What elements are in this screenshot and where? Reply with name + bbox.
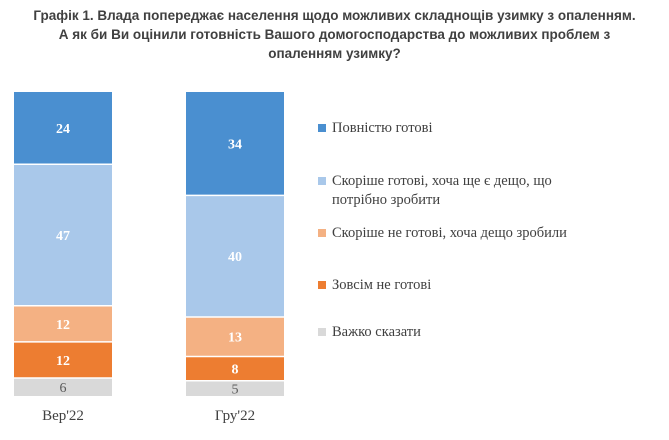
legend-swatch	[318, 281, 326, 289]
legend-label: Скоріше не готові, хоча дещо зробили	[332, 225, 567, 241]
category-tick-label: Гру'22	[215, 408, 255, 424]
data-label: 8	[232, 363, 239, 378]
legend: Повністю готові Скоріше готові, хоча ще є…	[318, 120, 567, 340]
legend-label: Скоріше готові, хоча ще є дещо, що	[332, 173, 552, 189]
category-labels: Вер'22 Гру'22	[42, 408, 255, 424]
legend-label: Важко сказати	[332, 324, 421, 340]
bars-group: 24 47 12 12 6 34 40 13 8 5	[14, 92, 284, 397]
bar-segment	[14, 341, 112, 378]
legend-swatch	[318, 229, 326, 237]
data-label: 34	[228, 138, 242, 153]
bar-segment	[14, 92, 112, 165]
chart-title: Графік 1. Влада попереджає населення щод…	[0, 6, 669, 63]
legend-label: потрібно зробити	[332, 192, 440, 208]
chart-title-line-2: А як би Ви оцінили готовність Вашого дом…	[58, 27, 611, 42]
legend-entry: Скоріше не готові, хоча дещо зробили	[318, 225, 567, 241]
legend-swatch	[318, 328, 326, 336]
data-label: 12	[56, 354, 70, 369]
bar-segment	[186, 356, 284, 381]
legend-entry: Повністю готові	[318, 120, 433, 136]
bar-segment	[14, 377, 112, 396]
data-label: 5	[232, 382, 239, 397]
data-label: 24	[56, 122, 70, 137]
chart-title-line-1: Графік 1. Влада попереджає населення щод…	[33, 8, 636, 23]
category-tick-label: Вер'22	[42, 408, 84, 424]
legend-label: Повністю готові	[332, 120, 433, 136]
legend-entry: Зовсім не готові	[318, 277, 431, 293]
data-label: 13	[228, 331, 242, 346]
bar-segment	[14, 164, 112, 306]
bar-segment	[186, 380, 284, 396]
legend-swatch	[318, 124, 326, 132]
legend-entry: Важко сказати	[318, 324, 421, 340]
chart-title-line-3: опаленням узимку?	[268, 46, 401, 61]
data-label: 47	[56, 229, 70, 244]
data-label: 12	[56, 318, 70, 333]
bar-segment	[186, 92, 284, 196]
bar-segment	[186, 195, 284, 317]
legend-swatch	[318, 177, 326, 185]
bar-segment	[186, 316, 284, 357]
data-label: 6	[60, 381, 67, 396]
legend-label: Зовсім не готові	[332, 277, 431, 293]
legend-entry: Скоріше готові, хоча ще є дещо, що потріб…	[318, 173, 552, 208]
bar-segment	[14, 305, 112, 342]
data-label: 40	[228, 250, 242, 265]
